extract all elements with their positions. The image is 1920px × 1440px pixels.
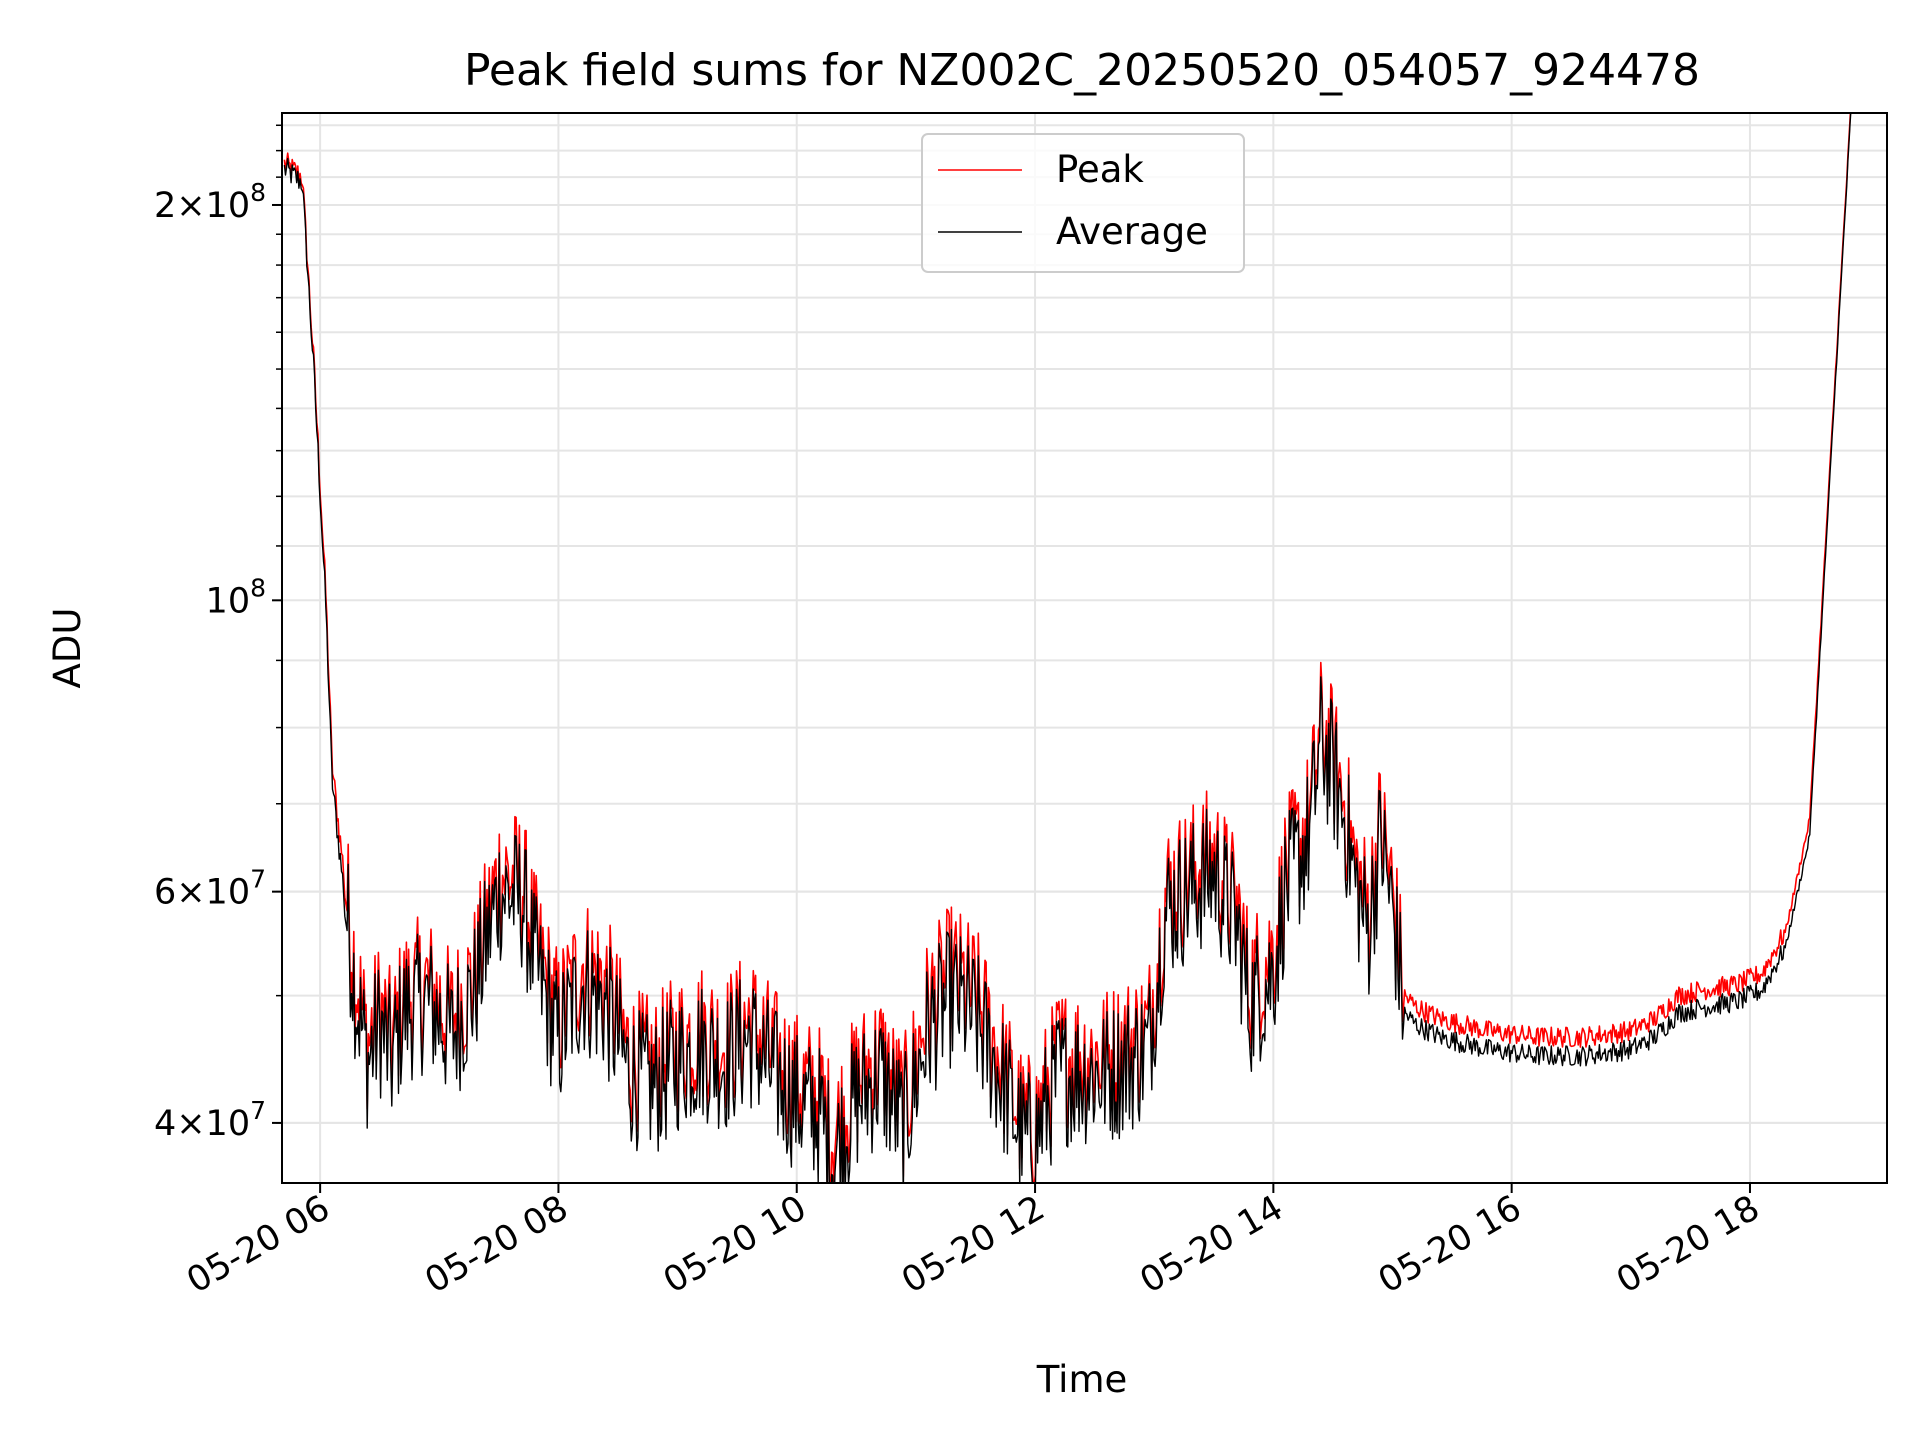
series-layer — [283, 113, 1852, 1183]
y-tick-label: 2×108 — [154, 178, 266, 226]
chart-title: Peak field sums for NZ002C_20250520_0540… — [464, 45, 1700, 96]
legend-average-label: Average — [1056, 210, 1208, 253]
x-axis-label: Time — [1036, 1358, 1128, 1401]
y-axis-label: ADU — [46, 608, 89, 689]
y-tick-label: 6×107 — [154, 865, 266, 913]
plot-area — [283, 113, 1852, 1183]
legend-peak-label: Peak — [1056, 148, 1144, 191]
plot-frame — [281, 112, 1888, 1184]
series-line-average — [283, 113, 1852, 1183]
y-axis-ticks: 4×107 6×107 108 2×108 — [154, 124, 282, 1144]
y-tick-label: 108 — [206, 573, 266, 621]
legend: Peak Average — [921, 133, 1245, 273]
legend-box — [921, 133, 1245, 273]
y-tick-label: 4×107 — [154, 1096, 266, 1144]
